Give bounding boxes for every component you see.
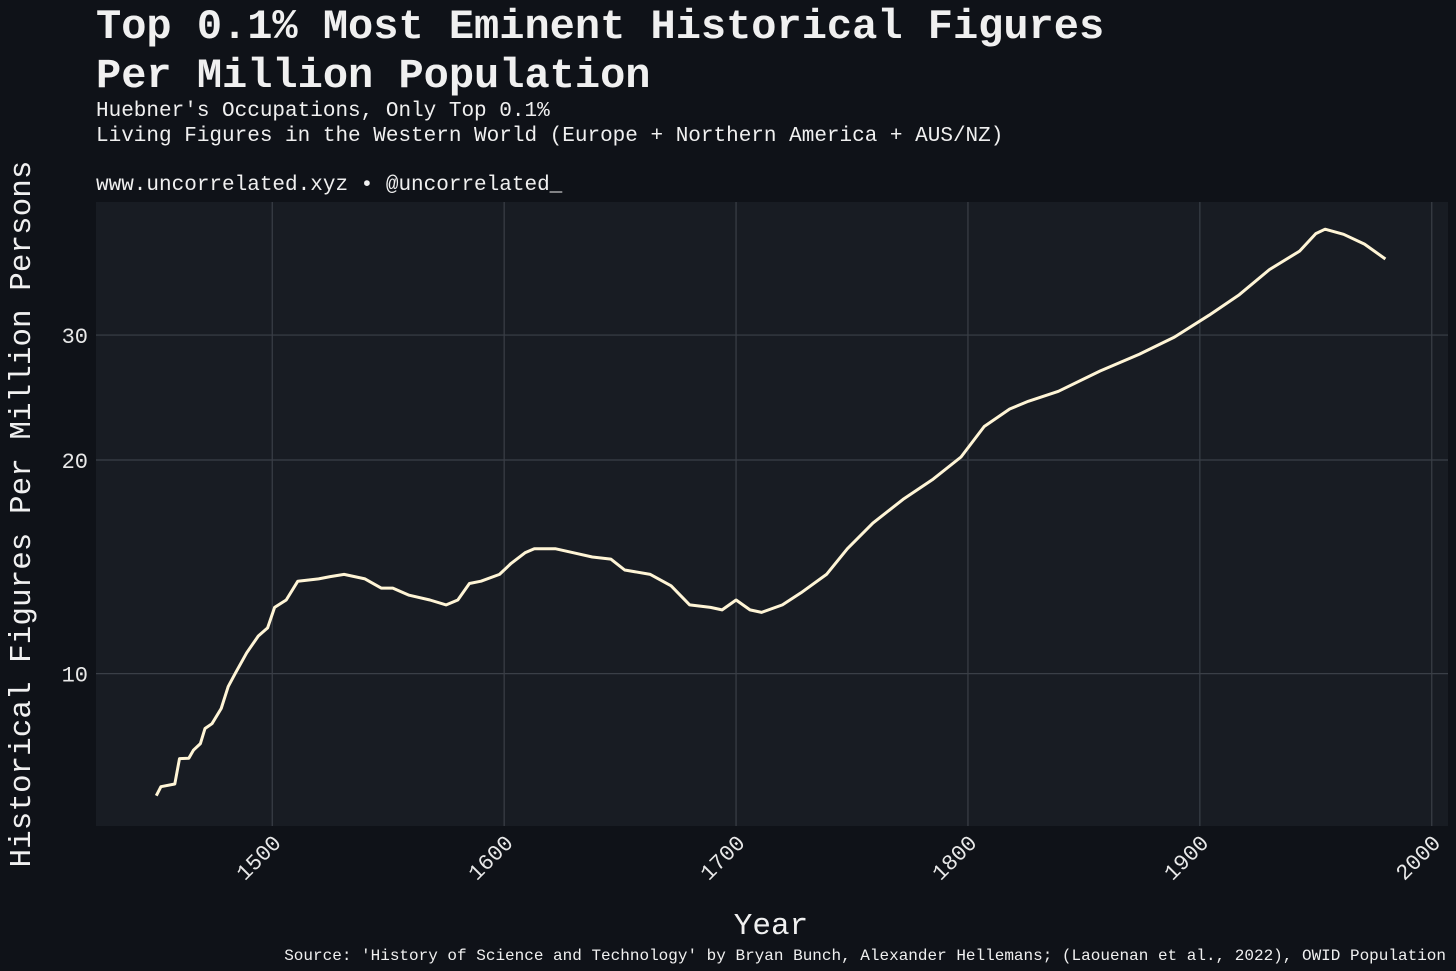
subtitle: Living Figures in the Western World (Eur…: [96, 125, 1003, 148]
plot-panel: [96, 202, 1448, 826]
annotation: www.uncorrelated.xyz • @uncorrelated_: [96, 174, 563, 197]
y-axis-title: Historical Figures Per Million Persons: [5, 161, 40, 868]
subtitle: Huebner's Occupations, Only Top 0.1%: [96, 100, 550, 123]
y-tick-label: 20: [62, 450, 88, 475]
chart-title: Per Million Population: [96, 52, 651, 100]
x-axis-title: Year: [734, 909, 808, 944]
chart-title: Top 0.1% Most Eminent Historical Figures: [96, 3, 1104, 51]
source: Source: 'History of Science and Technolo…: [284, 947, 1446, 965]
y-tick-label: 30: [62, 325, 88, 350]
y-tick-label: 10: [62, 664, 88, 689]
data-line: [154, 227, 1387, 797]
